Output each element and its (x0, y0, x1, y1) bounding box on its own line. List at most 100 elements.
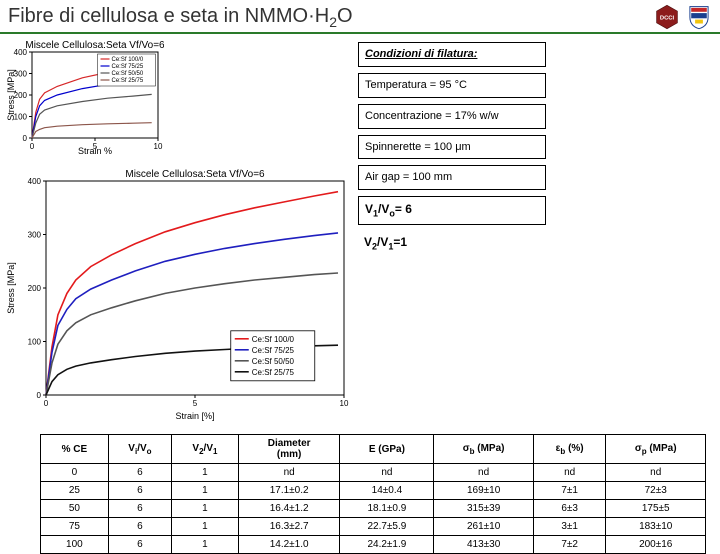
university-shield-icon (686, 4, 712, 30)
content-row: 05100100200300400Strain %Stress [MPa]Mis… (0, 34, 720, 428)
table-cell: 17.1±0.2 (238, 482, 340, 500)
table-cell: 24.2±1.9 (340, 536, 434, 554)
charts-column: 05100100200300400Strain %Stress [MPa]Mis… (4, 38, 354, 428)
svg-text:400: 400 (28, 177, 42, 186)
svg-text:Strain [%]: Strain [%] (175, 411, 214, 421)
svg-text:Stress [MPa]: Stress [MPa] (6, 262, 16, 314)
data-table: % CEVi/VoV2/V1Diameter(mm)E (GPa)σb (MPa… (40, 434, 706, 554)
table-row: 1006114.2±1.024.2±1.9413±307±2200±16 (41, 536, 706, 554)
svg-text:Ce:Sf 75/25: Ce:Sf 75/25 (252, 346, 295, 355)
conditions-item: Concentrazione = 17% w/w (358, 104, 546, 129)
table-cell: 6 (108, 464, 171, 482)
table-cell: 1 (172, 464, 239, 482)
table-cell: 22.7±5.9 (340, 518, 434, 536)
svg-text:DCCI: DCCI (660, 16, 675, 22)
svg-text:300: 300 (28, 231, 42, 240)
table-col-header: σb (MPa) (434, 435, 534, 464)
table-cell: 175±5 (606, 500, 706, 518)
conditions-formula: V1/Vo= 6 (358, 196, 546, 225)
table-row: 061ndndndndnd (41, 464, 706, 482)
svg-text:10: 10 (340, 399, 349, 408)
dcci-logo-icon: DCCI (654, 4, 680, 30)
svg-text:Ce:Sf 100/0: Ce:Sf 100/0 (252, 335, 295, 344)
svg-text:Ce:Sf 100/0: Ce:Sf 100/0 (112, 57, 144, 63)
table-cell: nd (340, 464, 434, 482)
table-cell: 3±1 (533, 518, 606, 536)
conditions-item: Spinnerette = 100 μm (358, 135, 546, 160)
table-cell: 14.2±1.0 (238, 536, 340, 554)
conditions-item: Temperatura = 95 °C (358, 73, 546, 98)
table-cell: 6 (108, 518, 171, 536)
table-cell: 0 (41, 464, 109, 482)
table-cell: 413±30 (434, 536, 534, 554)
table-col-header: E (GPa) (340, 435, 434, 464)
table-cell: 6±3 (533, 500, 606, 518)
table-cell: 50 (41, 500, 109, 518)
table-col-header: Diameter(mm) (238, 435, 340, 464)
title-bar: Fibre di cellulosa e seta in NMMO·H2O DC… (0, 0, 720, 34)
table-cell: 1 (172, 482, 239, 500)
svg-text:Ce:Sf 50/50: Ce:Sf 50/50 (252, 357, 295, 366)
svg-text:10: 10 (154, 142, 163, 151)
table-cell: 18.1±0.9 (340, 500, 434, 518)
table-cell: 6 (108, 500, 171, 518)
table-cell: 183±10 (606, 518, 706, 536)
svg-text:Miscele Cellulosa:Seta Vf/Vo=6: Miscele Cellulosa:Seta Vf/Vo=6 (125, 169, 265, 180)
table-cell: 6 (108, 536, 171, 554)
table-row: 506116.4±1.218.1±0.9315±396±3175±5 (41, 500, 706, 518)
svg-text:0: 0 (23, 134, 28, 143)
table-col-header: Vi/Vo (108, 435, 171, 464)
conditions-formula-plain: V2/V1=1 (358, 231, 546, 253)
table-cell: 315±39 (434, 500, 534, 518)
table-cell: 100 (41, 536, 109, 554)
data-table-wrap: % CEVi/VoV2/V1Diameter(mm)E (GPa)σb (MPa… (0, 428, 720, 554)
svg-text:Ce:Sf 50/50: Ce:Sf 50/50 (112, 71, 144, 77)
table-col-header: V2/V1 (172, 435, 239, 464)
table-col-header: % CE (41, 435, 109, 464)
table-cell: 16.4±1.2 (238, 500, 340, 518)
table-cell: 25 (41, 482, 109, 500)
svg-text:Miscele Cellulosa:Seta Vf/Vo=6: Miscele Cellulosa:Seta Vf/Vo=6 (25, 40, 164, 51)
table-cell: 14±0.4 (340, 482, 434, 500)
table-row: 256117.1±0.214±0.4169±107±172±3 (41, 482, 706, 500)
logo-group: DCCI (654, 4, 712, 30)
table-row: 756116.3±2.722.7±5.9261±103±1183±10 (41, 518, 706, 536)
table-cell: nd (434, 464, 534, 482)
svg-text:100: 100 (28, 338, 42, 347)
svg-text:200: 200 (28, 284, 42, 293)
svg-text:Stress [MPa]: Stress [MPa] (6, 69, 16, 121)
table-cell: 72±3 (606, 482, 706, 500)
svg-text:0: 0 (44, 399, 49, 408)
svg-text:Ce:Sf 25/75: Ce:Sf 25/75 (252, 368, 295, 377)
table-cell: 75 (41, 518, 109, 536)
table-cell: 16.3±2.7 (238, 518, 340, 536)
table-cell: 1 (172, 518, 239, 536)
svg-text:Ce:Sf 75/25: Ce:Sf 75/25 (112, 64, 144, 70)
conditions-panel: Condizioni di filatura: Temperatura = 95 … (358, 38, 546, 428)
svg-text:0: 0 (30, 142, 35, 151)
mini-chart: 05100100200300400Strain %Stress [MPa]Mis… (4, 38, 354, 163)
svg-text:5: 5 (193, 399, 198, 408)
table-body: 061ndndndndnd256117.1±0.214±0.4169±107±1… (41, 464, 706, 554)
table-cell: 200±16 (606, 536, 706, 554)
main-chart: 05100100200300400Strain [%]Stress [MPa]M… (4, 163, 354, 428)
table-cell: 1 (172, 536, 239, 554)
conditions-item: Air gap = 100 mm (358, 165, 546, 190)
svg-text:Strain %: Strain % (78, 146, 112, 156)
page-title: Fibre di cellulosa e seta in NMMO·H2O (8, 5, 654, 30)
conditions-heading: Condizioni di filatura: (358, 42, 546, 67)
table-cell: nd (533, 464, 606, 482)
table-cell: nd (606, 464, 706, 482)
table-cell: 7±2 (533, 536, 606, 554)
table-cell: 169±10 (434, 482, 534, 500)
table-col-header: εb (%) (533, 435, 606, 464)
table-cell: 7±1 (533, 482, 606, 500)
table-cell: 1 (172, 500, 239, 518)
table-cell: 6 (108, 482, 171, 500)
table-header-row: % CEVi/VoV2/V1Diameter(mm)E (GPa)σb (MPa… (41, 435, 706, 464)
svg-text:Ce:Sf 25/75: Ce:Sf 25/75 (112, 78, 144, 84)
svg-text:0: 0 (37, 391, 42, 400)
table-col-header: σp (MPa) (606, 435, 706, 464)
table-cell: nd (238, 464, 340, 482)
table-cell: 261±10 (434, 518, 534, 536)
